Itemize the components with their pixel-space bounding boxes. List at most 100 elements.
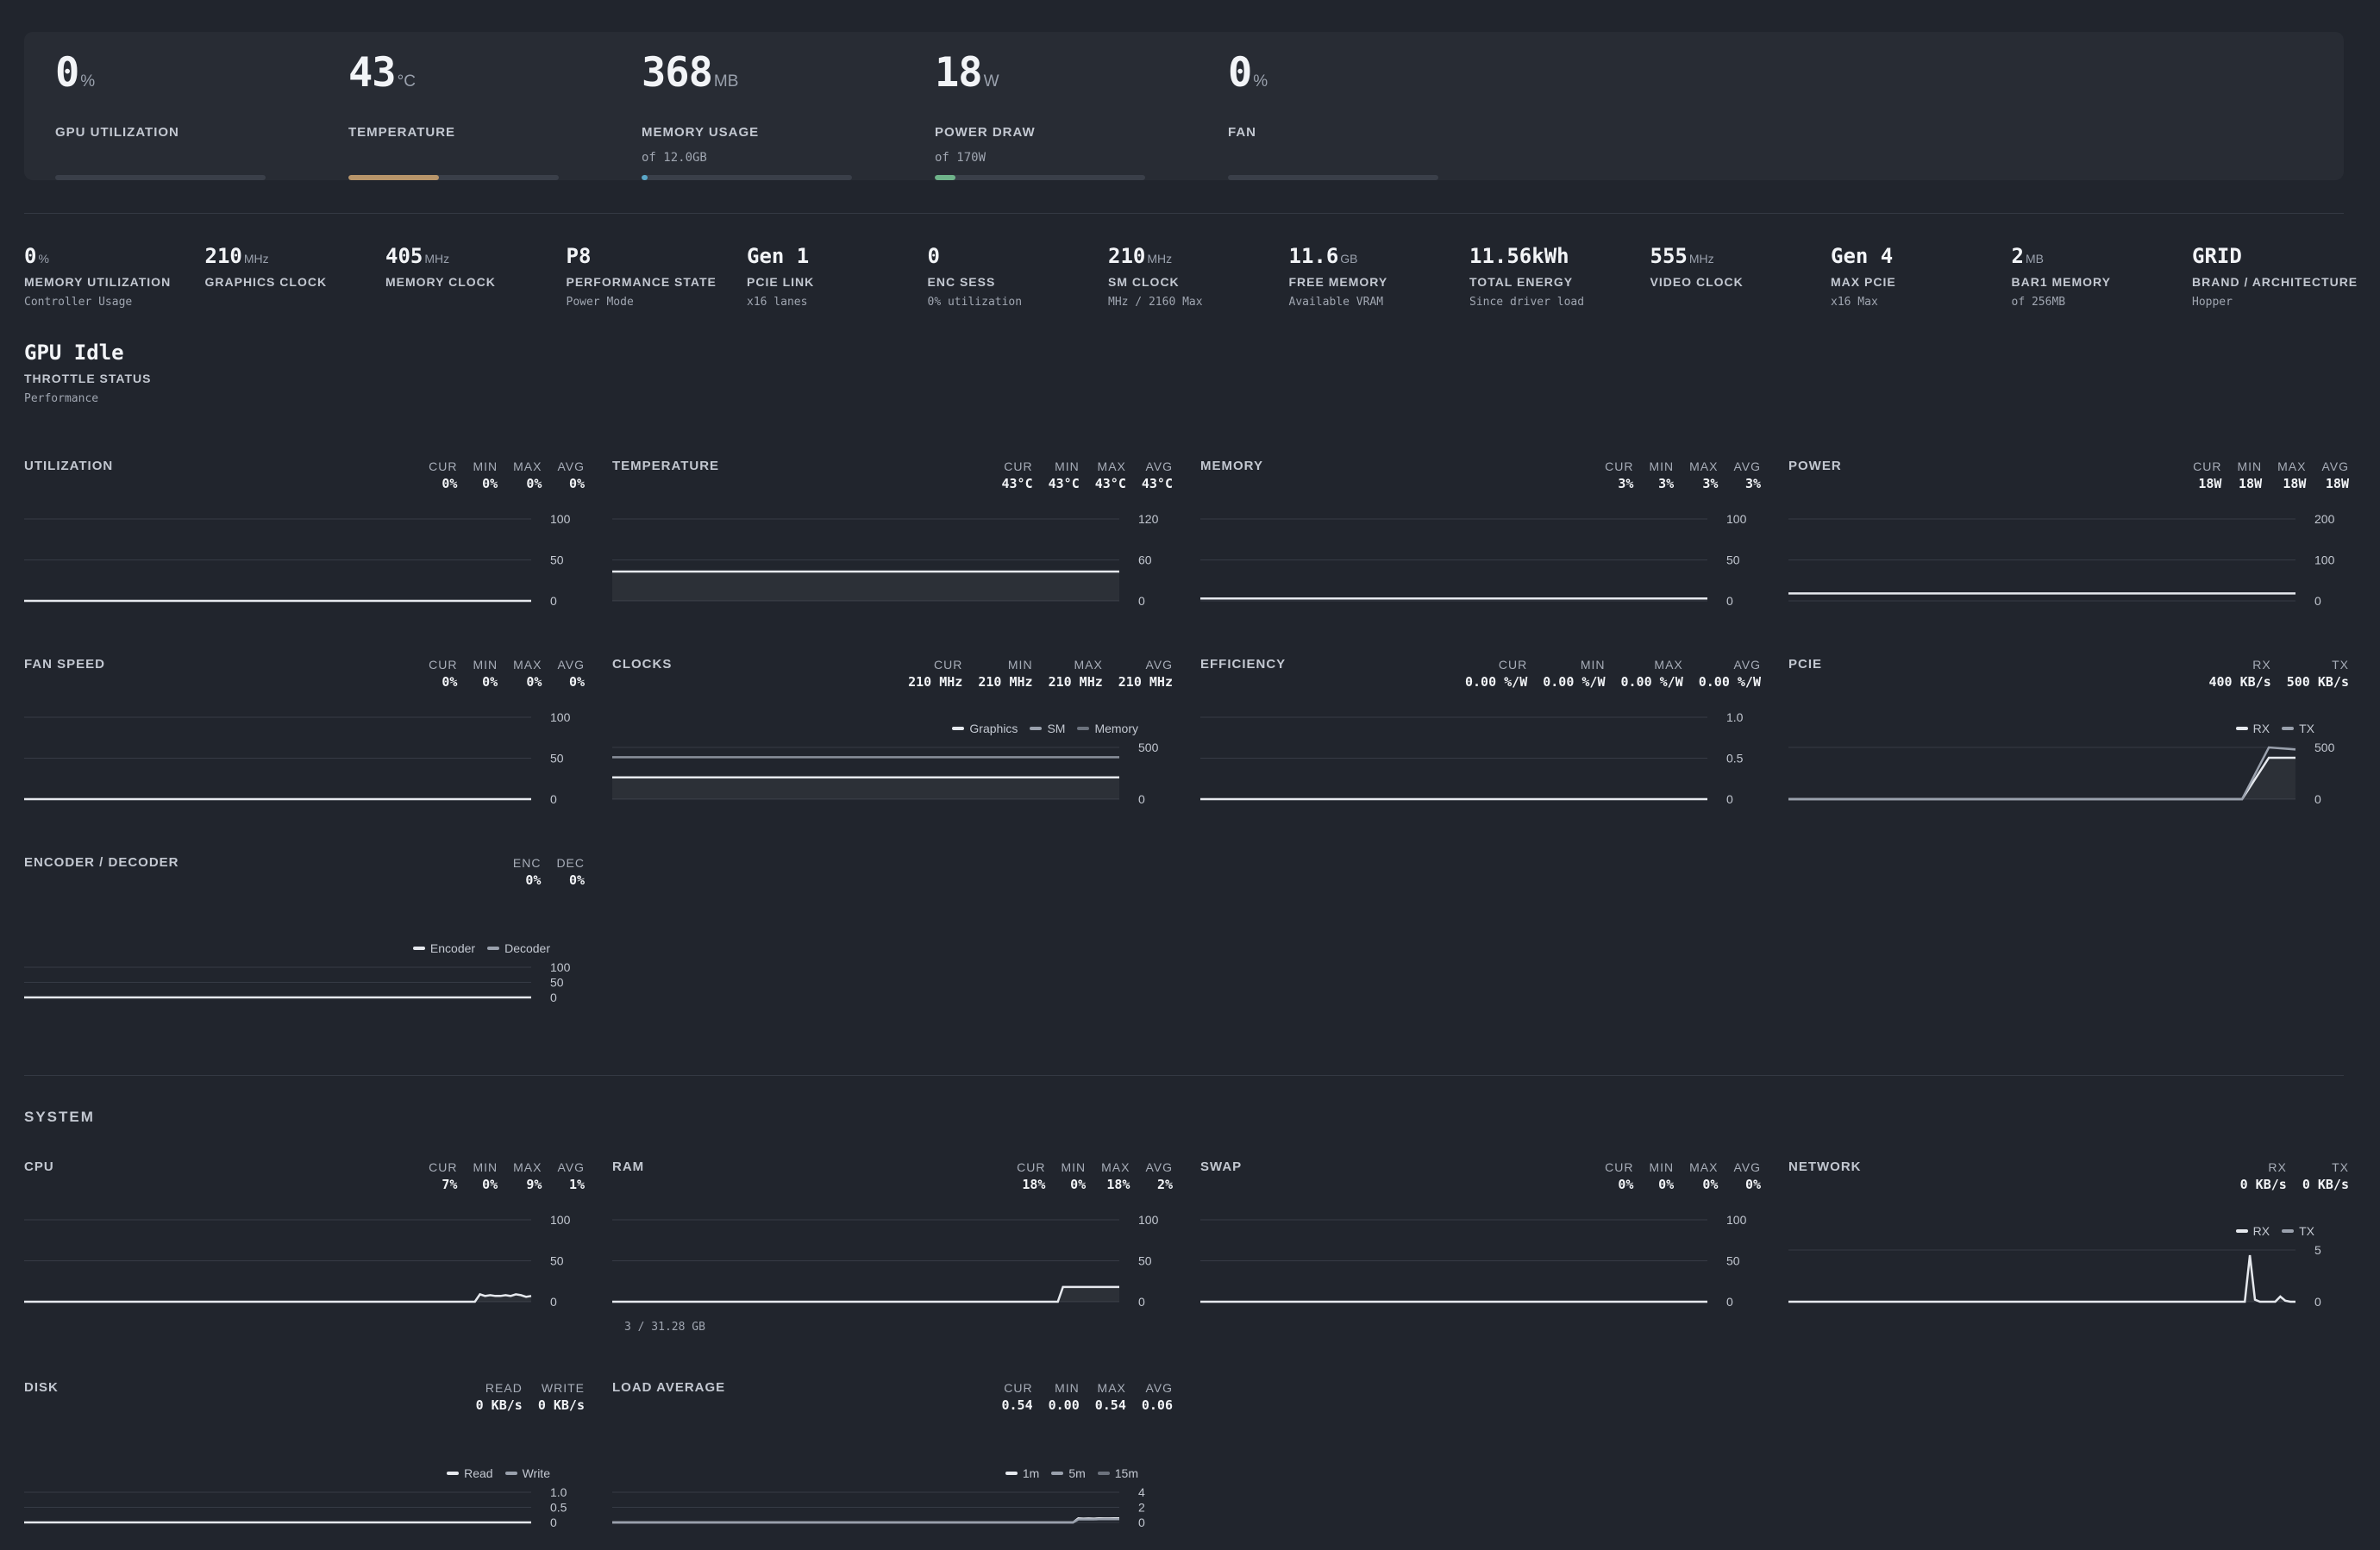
stat-performance-state: P8 PERFORMANCE STATE Power Mode — [567, 246, 743, 309]
stat-key: AVG — [1145, 459, 1173, 473]
y-tick-label: 50 — [550, 752, 564, 766]
stat-value: 0.06 — [1141, 1397, 1173, 1413]
chart-title: UTILIZATION — [24, 459, 114, 473]
chart-title: SWAP — [1200, 1159, 1243, 1174]
legend-item-tx: TX — [2282, 1224, 2314, 1238]
legend-item-rx: RX — [2235, 1224, 2270, 1238]
stat-key: CUR — [1498, 658, 1528, 672]
chart-stat-avg: AVG 1% — [557, 1159, 585, 1194]
chart-title: FAN SPEED — [24, 657, 106, 672]
chart-footnote: 3 / 31.28 GB — [624, 1321, 705, 1334]
stat-key: CUR — [429, 1160, 458, 1174]
legend-swatch — [2235, 1229, 2248, 1233]
stat-video-clock: 555 MHz VIDEO CLOCK — [1650, 246, 1827, 291]
chart-stats: CUR 18W MIN 18W MAX 18W AVG 18W — [2193, 459, 2349, 493]
chart-plot: 500 0 — [1788, 741, 2335, 806]
y-tick-label: 100 — [1726, 1213, 1747, 1227]
stat-sub: Performance — [24, 392, 99, 405]
stat-label: SM CLOCK — [1108, 275, 1180, 289]
chart-stats: CUR 7% MIN 0% MAX 9% AVG 1% — [429, 1159, 585, 1194]
chart-stats: ENC 0% DEC 0% — [513, 855, 585, 890]
stat-value: 18% — [1022, 1177, 1046, 1192]
stat-value: 18W — [2239, 476, 2263, 491]
y-tick-label: 100 — [550, 512, 571, 526]
legend-item-memory: Memory — [1077, 722, 1138, 735]
chart-plot: 200 100 0 — [1788, 512, 2335, 608]
stat-value: 0% — [568, 476, 585, 491]
chart-stat-cur: CUR 210 MHz — [908, 657, 962, 691]
progress-fill — [348, 175, 439, 180]
legend-label: TX — [2299, 722, 2314, 735]
stat-key: CUR — [1004, 459, 1033, 473]
chart-legend: RX TX — [2235, 1224, 2314, 1238]
chart-stat-avg: AVG 43°C — [1142, 459, 1173, 493]
chart-stat-max: MAX 43°C — [1095, 459, 1126, 493]
y-tick-label: 50 — [1726, 553, 1740, 567]
legend-swatch — [1030, 727, 1043, 730]
stat-key: CUR — [429, 658, 458, 672]
stat-value: 0% — [482, 674, 498, 690]
stat-value: 0.54 — [1094, 1397, 1126, 1413]
chart-panel-ram: RAM CUR 18% MIN 0% MAX 18% AVG 2% 100 50 0 3 / 31.28… — [612, 1159, 1173, 1334]
stat-key: CUR — [1605, 459, 1634, 473]
chart-stat-max: MAX 18W — [2277, 459, 2306, 493]
chart-stat-cur: CUR 18% — [1017, 1159, 1045, 1194]
hero-power-draw: 18 W POWER DRAW of 170W — [935, 53, 1193, 180]
legend-label: Encoder — [429, 941, 476, 955]
chart-stat-min: MIN 3% — [1649, 459, 1674, 493]
stat-value: 500 KB/s — [2286, 674, 2349, 690]
y-tick-label: 2 — [1138, 1501, 1145, 1515]
stat-free-memory: 11.6 GB FREE MEMORY Available VRAM — [1289, 246, 1466, 309]
stat-key: TX — [2332, 658, 2349, 672]
chart-plot: 50 — [1788, 1243, 2321, 1309]
chart-stats: CUR 0% MIN 0% MAX 0% AVG 0% — [1605, 1159, 1761, 1194]
hero-unit: % — [80, 72, 96, 91]
y-tick-label: 0 — [1726, 594, 1733, 608]
series-line — [612, 1518, 1119, 1524]
chart-stat-cur: CUR 3% — [1605, 459, 1633, 493]
hero-value: 18 W — [935, 53, 1193, 93]
legend-swatch — [1051, 1472, 1064, 1475]
chart-title: LOAD AVERAGE — [612, 1380, 726, 1395]
stat-value: 210 MHz — [978, 674, 1033, 690]
chart-stat-avg: AVG 3% — [1733, 459, 1761, 493]
hero-temperature: 43 °C TEMPERATURE — [348, 53, 607, 180]
stat-value: 0% — [1618, 1177, 1634, 1192]
divider — [24, 1075, 2344, 1076]
legend-item-tx: TX — [2282, 722, 2314, 735]
legend-swatch — [2282, 1229, 2295, 1233]
stat-key: CUR — [1605, 1160, 1634, 1174]
stat-key: AVG — [1145, 1381, 1173, 1395]
stat-label: TOTAL ENERGY — [1469, 275, 1574, 289]
progress-fill — [642, 175, 648, 180]
chart-stat-avg: AVG 0% — [557, 459, 585, 493]
stat-value: 3% — [1658, 476, 1675, 491]
stat-key: MIN — [473, 459, 498, 473]
y-tick-label: 0 — [1726, 1295, 1733, 1309]
stat-value: 555 MHz — [1650, 246, 1827, 266]
divider — [24, 213, 2344, 214]
stat-key: MIN — [1649, 459, 1675, 473]
stat-key: MIN — [1055, 459, 1080, 473]
stat-total-energy: 11.56kWh TOTAL ENERGY Since driver load — [1469, 246, 1646, 309]
stat-value: GPU Idle — [24, 342, 201, 363]
stat-key: MIN — [1649, 1160, 1675, 1174]
stat-key: MIN — [2237, 459, 2263, 473]
legend-swatch — [504, 1472, 517, 1475]
hero-label: FAN — [1228, 125, 1256, 140]
stat-label: BAR1 MEMORY — [2011, 275, 2111, 289]
progress-bar — [1228, 175, 1438, 180]
stat-key: AVG — [1733, 459, 1761, 473]
stat-memory-clock: 405 MHz MEMORY CLOCK — [385, 246, 562, 291]
hero-number: 18 — [935, 49, 983, 97]
legend-swatch — [1097, 1472, 1110, 1475]
chart-panel-cpu: CPU CUR 7% MIN 0% MAX 9% AVG 1% 100 50 0 — [24, 1159, 585, 1332]
stat-brand-architecture: GRID BRAND / ARCHITECTURE Hopper — [2192, 246, 2369, 309]
chart-panel-swap: SWAP CUR 0% MIN 0% MAX 0% AVG 0% 100 50 0 — [1200, 1159, 1761, 1332]
stat-key: CUR — [429, 459, 458, 473]
chart-stats: CUR 0.54 MIN 0.00 MAX 0.54 AVG 0.06 — [1002, 1380, 1174, 1415]
